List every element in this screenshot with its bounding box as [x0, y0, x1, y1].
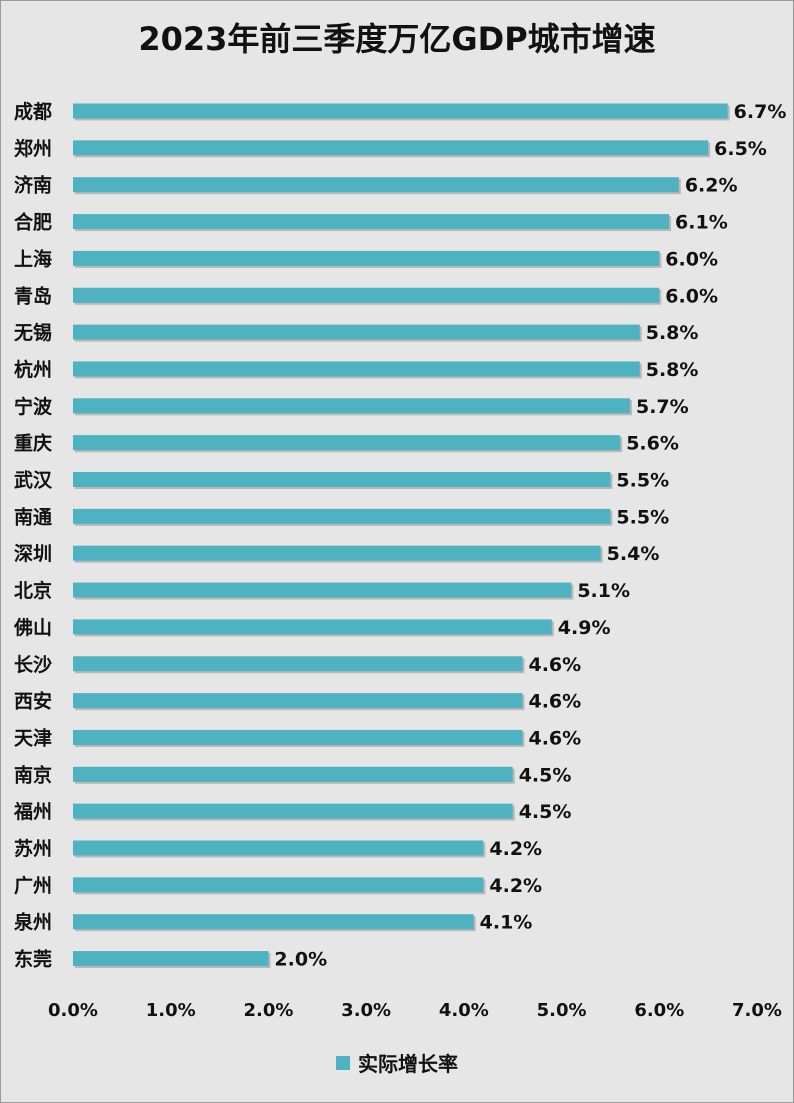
bar	[73, 693, 523, 709]
bar	[73, 914, 474, 930]
bar	[73, 766, 513, 782]
category-label: 天津	[14, 726, 52, 749]
data-label: 6.1%	[675, 212, 728, 234]
data-label: 4.5%	[519, 801, 572, 823]
bar	[73, 214, 670, 230]
data-label: 4.1%	[480, 912, 533, 934]
chart-title: 2023年前三季度万亿GDP城市增速	[138, 20, 656, 58]
category-label: 西安	[14, 690, 52, 713]
x-tick-label: 7.0%	[732, 1000, 782, 1021]
bar	[73, 545, 601, 561]
bar	[73, 472, 611, 487]
bar	[73, 140, 709, 156]
bar	[73, 398, 630, 414]
legend-swatch	[336, 1055, 350, 1070]
data-label: 4.2%	[489, 838, 542, 860]
category-label: 青岛	[14, 284, 52, 307]
data-label: 6.7%	[734, 101, 787, 123]
category-label: 长沙	[14, 654, 52, 676]
bar	[73, 361, 640, 377]
x-tick-label: 0.0%	[48, 1000, 98, 1021]
category-label: 武汉	[14, 470, 53, 492]
x-tick-label: 1.0%	[146, 1000, 196, 1021]
data-label: 5.8%	[646, 359, 699, 381]
data-label: 6.2%	[685, 175, 738, 197]
bar	[73, 103, 728, 119]
category-label: 郑州	[14, 138, 52, 160]
data-label: 4.2%	[489, 875, 542, 897]
bar	[73, 177, 679, 193]
data-label: 5.5%	[616, 470, 669, 492]
data-label: 5.4%	[607, 543, 660, 565]
category-label: 合肥	[14, 211, 52, 234]
x-tick-label: 6.0%	[634, 1000, 684, 1021]
x-tick-label: 4.0%	[439, 1000, 489, 1021]
data-label: 5.6%	[626, 433, 679, 455]
bar	[73, 656, 523, 672]
x-tick-label: 2.0%	[243, 1000, 293, 1021]
category-label: 泉州	[13, 911, 52, 934]
bar	[73, 840, 484, 856]
bar	[73, 287, 660, 303]
data-label: 5.8%	[646, 322, 699, 344]
data-label: 2.0%	[274, 949, 327, 971]
bar	[73, 729, 523, 745]
bar	[73, 250, 660, 266]
x-tick-label: 5.0%	[537, 1000, 587, 1021]
bar	[73, 435, 621, 451]
data-label: 4.5%	[519, 764, 572, 786]
category-label: 无锡	[14, 321, 52, 344]
category-label: 成都	[14, 100, 52, 123]
bar	[73, 803, 513, 819]
data-label: 4.9%	[558, 617, 611, 639]
category-label: 上海	[14, 247, 52, 270]
category-label: 济南	[14, 174, 52, 197]
category-label: 重庆	[14, 432, 52, 455]
category-label: 佛山	[13, 616, 52, 639]
category-label: 北京	[14, 579, 52, 602]
category-label: 南京	[14, 763, 52, 786]
category-label: 苏州	[14, 837, 52, 860]
data-label: 6.0%	[665, 285, 718, 307]
data-label: 6.0%	[665, 248, 718, 270]
bar	[73, 619, 552, 635]
data-label: 4.6%	[528, 691, 581, 713]
legend-label: 实际增长率	[358, 1052, 458, 1076]
data-label: 4.6%	[528, 654, 581, 676]
bar	[73, 324, 640, 340]
x-tick-label: 3.0%	[341, 1000, 391, 1021]
data-label: 6.5%	[714, 138, 767, 160]
bar	[73, 877, 484, 893]
bar	[73, 508, 611, 524]
legend: 实际增长率	[0, 1048, 794, 1077]
category-label: 广州	[14, 874, 52, 897]
bar	[73, 582, 572, 598]
category-label: 南通	[14, 506, 53, 528]
category-label: 深圳	[14, 542, 52, 565]
data-label: 5.7%	[636, 396, 689, 418]
category-label: 福州	[13, 800, 52, 823]
bar	[73, 951, 269, 967]
data-label: 5.1%	[577, 580, 630, 602]
category-label: 宁波	[14, 395, 53, 418]
category-label: 杭州	[14, 358, 52, 381]
category-label: 东莞	[14, 948, 52, 971]
data-label: 4.6%	[528, 727, 581, 749]
data-label: 5.5%	[616, 506, 669, 528]
